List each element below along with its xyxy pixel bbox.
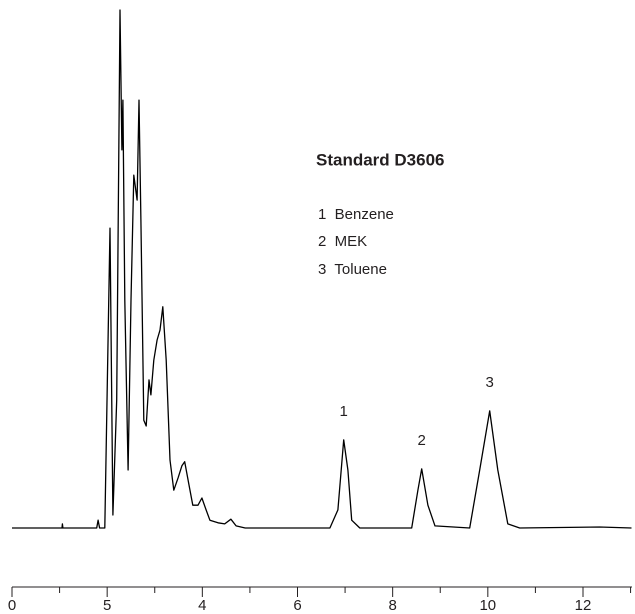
- peak-label: 3: [486, 374, 494, 391]
- peak-label: 2: [418, 432, 426, 449]
- x-tick-label: 0: [8, 597, 16, 614]
- chart-title: Standard D3606: [316, 150, 445, 169]
- x-tick-label: 5: [103, 597, 111, 614]
- x-tick-label: 8: [388, 597, 396, 614]
- peak-label: 1: [339, 403, 347, 420]
- legend-item: 2 MEK: [318, 233, 367, 250]
- x-tick-label: 10: [479, 597, 496, 614]
- legend-item: 3 Toluene: [318, 261, 387, 278]
- legend-item: 1 Benzene: [318, 206, 394, 223]
- x-tick-label: 12: [575, 597, 592, 614]
- x-tick-label: 4: [198, 597, 206, 614]
- x-tick-label: 6: [293, 597, 301, 614]
- trace: [12, 9, 632, 529]
